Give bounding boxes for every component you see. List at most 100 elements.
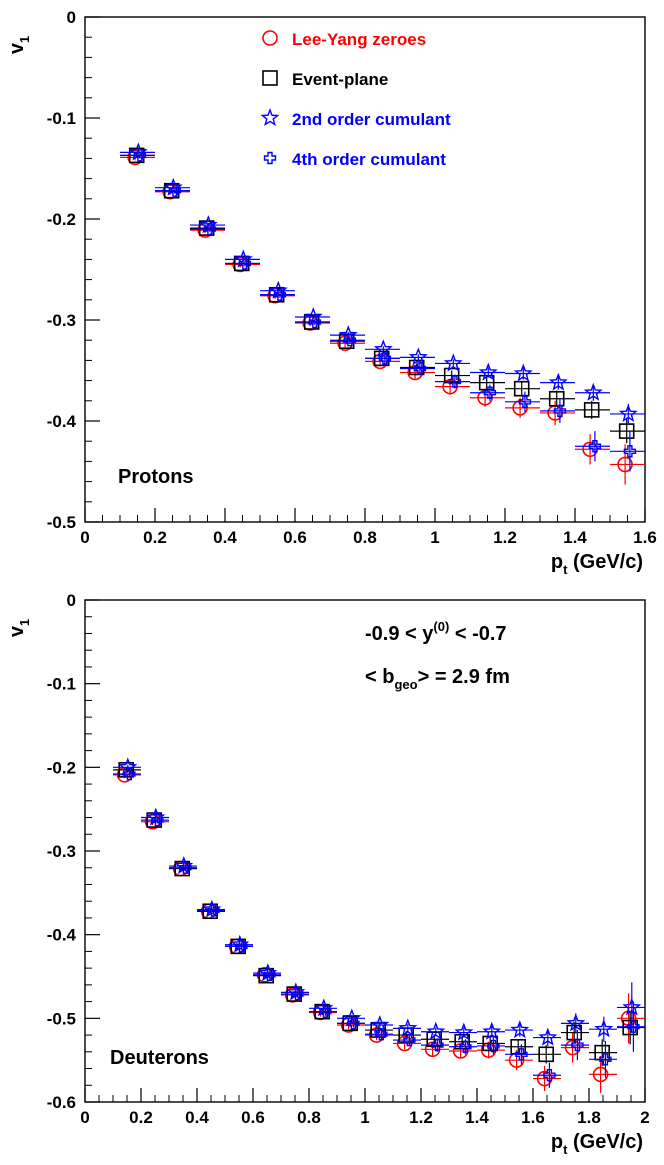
data-point [408, 347, 428, 366]
data-point [571, 1038, 584, 1052]
x-tick-label: 0 [80, 528, 89, 547]
x-tick-label: 1.4 [465, 1108, 489, 1127]
series-4th-order-cumulant [113, 767, 645, 1088]
x-axis-label: pt (GeV/c) [551, 1131, 643, 1157]
y-tick-label: -0.4 [47, 412, 77, 431]
y-tick-label: 0 [67, 8, 76, 27]
data-point [566, 1013, 586, 1032]
data-point [233, 249, 253, 268]
data-point [594, 1019, 614, 1038]
data-point [378, 352, 392, 365]
legend-label: Event-plane [292, 70, 388, 89]
data-point [408, 359, 425, 376]
data-point [343, 334, 357, 347]
x-axis-label: pt (GeV/c) [551, 551, 643, 577]
data-point [583, 402, 600, 418]
y-tick-label: -0.6 [47, 1093, 76, 1112]
x-tick-label: 0.8 [297, 1108, 321, 1127]
x-tick-label: 0.6 [283, 528, 307, 547]
legend-marker-star [260, 108, 280, 127]
data-point [123, 767, 136, 781]
data-point [338, 333, 355, 350]
x-tick-label: 1 [360, 1108, 369, 1127]
y-tick-label: -0.5 [47, 1009, 76, 1028]
y-tick-label: -0.3 [47, 842, 76, 861]
x-tick-label: 1.2 [493, 528, 517, 547]
data-point [553, 404, 567, 418]
data-point [566, 1024, 583, 1041]
series-lee-yang-zeroes [120, 149, 645, 485]
x-tick-label: 1.4 [563, 528, 587, 547]
data-point [454, 1022, 474, 1041]
data-point [413, 362, 427, 375]
data-point [548, 390, 565, 407]
x-tick-label: 2 [640, 1108, 649, 1127]
data-point [168, 184, 182, 197]
x-tick-label: 0.4 [185, 1108, 209, 1127]
data-point [347, 1017, 360, 1030]
x-tick-label: 0.6 [241, 1108, 265, 1127]
y-tick-label: -0.2 [47, 210, 76, 229]
data-point [238, 257, 252, 270]
data-point [510, 1020, 530, 1039]
data-point [133, 149, 147, 162]
data-point [443, 353, 463, 372]
data-point [203, 222, 217, 236]
annotation-rapidity: -0.9 < y(0) < -0.7 [365, 619, 507, 645]
data-point [273, 288, 287, 301]
data-point [448, 375, 462, 388]
legend-label: 4th order cumulant [292, 150, 446, 169]
data-point [623, 445, 637, 458]
y-tick-label: -0.2 [47, 758, 76, 777]
legend-label: Lee-Yang zeroes [292, 30, 426, 49]
data-point [198, 215, 218, 234]
data-point [482, 1021, 502, 1040]
chart-panel-protons: 0 0.2 0.4 0.6 0.8 1 1.2 1.4 1.6 0 -0.1 -0.2 -0.3 -0.4… [6, 8, 657, 577]
data-point [291, 987, 304, 1001]
x-tick-label: 1.2 [409, 1108, 433, 1127]
x-tick-label: 1.6 [633, 528, 657, 547]
data-point [588, 440, 602, 453]
y-axis-label: v1 [6, 36, 32, 54]
series-event-plane [120, 147, 645, 444]
legend: Lee-Yang zeroes Event-plane 2nd order cumu… [260, 30, 451, 169]
legend-label: 2nd order cumulant [292, 110, 451, 129]
data-point [518, 395, 532, 409]
series-2nd-order-cumulant [113, 757, 645, 1046]
data-point [319, 1005, 332, 1018]
y-tick-label: -0.5 [47, 513, 76, 532]
data-point [487, 1039, 500, 1053]
data-point [431, 1038, 444, 1052]
data-point [515, 1048, 528, 1061]
data-point [592, 1066, 609, 1083]
x-tick-label: 1.6 [521, 1108, 545, 1127]
data-point [483, 386, 497, 399]
data-point [207, 904, 220, 917]
data-point [627, 1020, 640, 1033]
data-point [478, 374, 495, 391]
x-tick-label: 0.4 [213, 528, 237, 547]
data-point [538, 1046, 555, 1063]
x-tick-label: 0 [80, 1108, 89, 1127]
y-axis-label: v1 [6, 619, 32, 637]
data-point [543, 1069, 556, 1082]
series-2nd-order-cumulant [120, 142, 645, 425]
series-4th-order-cumulant [120, 149, 645, 472]
data-point [308, 315, 322, 329]
annotation-impact-parameter: < bgeo> = 2.9 fm [365, 666, 510, 692]
data-point [583, 382, 603, 401]
data-point [268, 280, 288, 299]
data-point [459, 1040, 472, 1053]
series-lee-yang-zeroes [113, 767, 645, 1093]
data-point [179, 861, 192, 874]
data-point [235, 940, 248, 953]
data-point [513, 380, 530, 397]
data-point [538, 1027, 558, 1046]
data-point [426, 1021, 446, 1040]
chart-panel-deuterons: 0 0.2 0.4 0.6 0.8 1 1.2 1.4 1.6 1.8 2 0 -0.1 -0.2 -0.3… [6, 591, 650, 1157]
data-point [403, 1033, 416, 1047]
panel-label: Deuterons [110, 1047, 209, 1069]
y-tick-label: -0.1 [47, 675, 76, 694]
data-point [375, 1028, 388, 1041]
